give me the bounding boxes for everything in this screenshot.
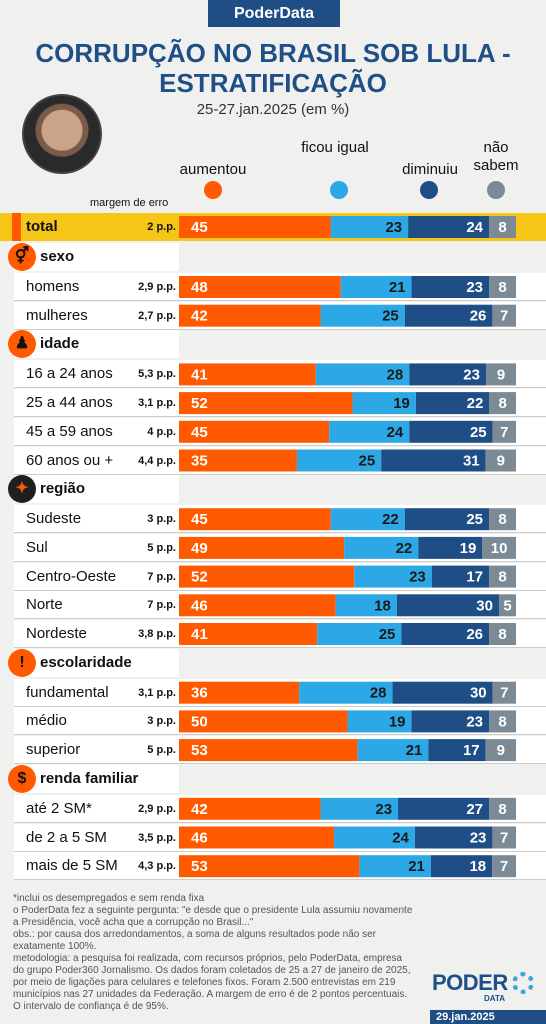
- section-label: sexo: [40, 248, 75, 265]
- row-margin-of-error: 2,9 p.p.: [138, 281, 176, 293]
- row-margin-of-error: 5,3 p.p.: [138, 368, 176, 381]
- row-margin-of-error: 4,3 p.p.: [138, 860, 176, 873]
- row-label: Centro-Oeste: [26, 567, 117, 585]
- row-label: Sudeste: [26, 510, 82, 528]
- row-margin-of-error: 4 p.p.: [147, 425, 176, 438]
- logo-word: PODER: [432, 970, 508, 995]
- row-margin-of-error: 3,5 p.p.: [138, 831, 176, 844]
- row-margin-of-error: 2 p.p.: [147, 221, 176, 233]
- table-row: homens 2,9 p.p.: [14, 273, 546, 301]
- row-label: fundamental: [26, 683, 109, 701]
- row-margin-of-error: 3,1 p.p.: [138, 686, 176, 699]
- chart-title-line1: CORRUPÇÃO NO BRASIL SOB LULA -: [35, 38, 511, 68]
- section-background: [14, 330, 179, 359]
- row-label: mulheres: [26, 306, 88, 324]
- total-accent: [12, 213, 21, 241]
- question-text: o PoderData fez a seguinte pergunta: "e …: [13, 905, 413, 928]
- section-label: idade: [40, 335, 80, 353]
- legend-label-aumentou: aumentou: [179, 161, 247, 178]
- row-label: superior: [26, 741, 81, 759]
- row-margin-of-error: 7 p.p.: [147, 570, 176, 583]
- person-icon: ♟: [8, 330, 36, 359]
- exclamation-icon: !: [8, 648, 36, 677]
- logo-sub: DATA: [484, 994, 506, 1003]
- table-row: Nordeste 3,8 p.p.: [14, 620, 546, 648]
- table-row: até 2 SM* 2,9 p.p.: [14, 794, 546, 823]
- row-margin-of-error: 3 p.p.: [147, 513, 176, 526]
- row-label: Norte: [26, 596, 63, 614]
- row-label: 25 a 44 anos: [26, 394, 113, 412]
- gender-icon: ⚥: [8, 243, 36, 271]
- table-row: Sul 5 p.p.: [14, 533, 546, 562]
- legend-dot-diminuiu: [420, 181, 438, 199]
- table-row: mais de 5 SM 4,3 p.p.: [14, 852, 546, 881]
- table-row: 16 a 24 anos 5,3 p.p.: [14, 360, 546, 389]
- table-row: Centro-Oeste 7 p.p.: [14, 562, 546, 591]
- table-row: 60 anos ou + 4,4 p.p.: [14, 446, 546, 475]
- row-label: médio: [26, 712, 67, 730]
- row-label: de 2 a 5 SM: [26, 828, 107, 846]
- section-label: escolaridade: [40, 653, 132, 671]
- section-label: região: [40, 480, 86, 498]
- section-label: renda familiar: [40, 769, 139, 787]
- row-margin-of-error: 3,1 p.p.: [138, 397, 176, 410]
- section-sexo: ⚥ sexo: [8, 243, 546, 271]
- section-background: [14, 648, 179, 677]
- row-margin-of-error: 3 p.p.: [147, 715, 176, 728]
- section-renda-familiar: $ renda familiar: [8, 764, 546, 793]
- legend-dot-nao-sabem: [487, 181, 505, 199]
- notes: *inclui os desempregados e sem renda fix…: [13, 893, 413, 1013]
- table-row: médio 3 p.p.: [14, 707, 546, 736]
- brand-tag: PoderData: [208, 0, 340, 27]
- row-margin-of-error: 4,4 p.p.: [138, 454, 176, 467]
- row-label: 45 a 59 anos: [26, 422, 113, 440]
- brazil-map-icon: ✦: [8, 475, 36, 504]
- lula-portrait-photo: [22, 94, 102, 174]
- poderdata-logo: PODER DATA: [432, 970, 534, 1006]
- row-label: até 2 SM*: [26, 799, 92, 817]
- section-background: [14, 764, 179, 793]
- table-row: fundamental 3,1 p.p.: [14, 678, 546, 707]
- logo-ring-icon: [512, 972, 534, 994]
- legend-dot-ficou-igual: [330, 181, 348, 199]
- methodology-text: metodologia: a pesquisa foi realizada, c…: [13, 953, 411, 1012]
- table-row: mulheres 2,7 p.p.: [14, 301, 546, 330]
- row-margin-of-error: 5 p.p.: [147, 744, 176, 757]
- margin-of-error-heading: margem de erro: [90, 197, 169, 209]
- obs-text: obs.: por causa dos arredondamentos, a s…: [13, 929, 377, 952]
- table-row: 45 a 59 anos 4 p.p.: [14, 417, 546, 446]
- legend-label-diminuiu: diminuiu: [402, 161, 458, 178]
- row-label: Nordeste: [26, 625, 87, 642]
- row-label: mais de 5 SM: [26, 857, 118, 875]
- section-background: [14, 243, 179, 271]
- row-label: total: [26, 218, 58, 235]
- row-margin-of-error: 3,8 p.p.: [138, 628, 176, 640]
- row-label: 60 anos ou +: [26, 451, 114, 469]
- table-row: de 2 a 5 SM 3,5 p.p.: [14, 823, 546, 852]
- row-total: total 2 p.p.: [0, 213, 546, 241]
- table-row: 25 a 44 anos 3,1 p.p.: [14, 389, 546, 418]
- publication-date: 29.jan.2025: [430, 1010, 546, 1024]
- row-label: Sul: [26, 538, 48, 556]
- row-margin-of-error: 2,9 p.p.: [138, 802, 176, 815]
- table-row: Sudeste 3 p.p.: [14, 505, 546, 534]
- row-margin-of-error: 5 p.p.: [147, 541, 176, 554]
- legend-label-nao-sabem: não sabem: [473, 139, 519, 174]
- chart-title-line2: ESTRATIFICAÇÃO: [159, 68, 387, 98]
- footnote-text: *inclui os desempregados e sem renda fix…: [13, 893, 205, 904]
- legend-label-ficou-igual: ficou igual: [301, 139, 369, 156]
- section-background: [14, 475, 179, 504]
- section-escolaridade: ! escolaridade: [8, 648, 546, 677]
- row-label: 16 a 24 anos: [26, 365, 113, 383]
- table-row: Norte 7 p.p.: [14, 591, 546, 620]
- table-row: superior 5 p.p.: [14, 736, 546, 765]
- row-label: homens: [26, 278, 80, 295]
- section-região: ✦ região: [8, 475, 546, 504]
- legend-dot-aumentou: [204, 181, 222, 199]
- row-margin-of-error: 7 p.p.: [147, 599, 176, 612]
- section-idade: ♟ idade: [8, 330, 546, 359]
- chart-subtitle: 25-27.jan.2025 (em %): [196, 101, 350, 118]
- row-margin-of-error: 2,7 p.p.: [138, 309, 176, 322]
- dollar-icon: $: [8, 764, 36, 793]
